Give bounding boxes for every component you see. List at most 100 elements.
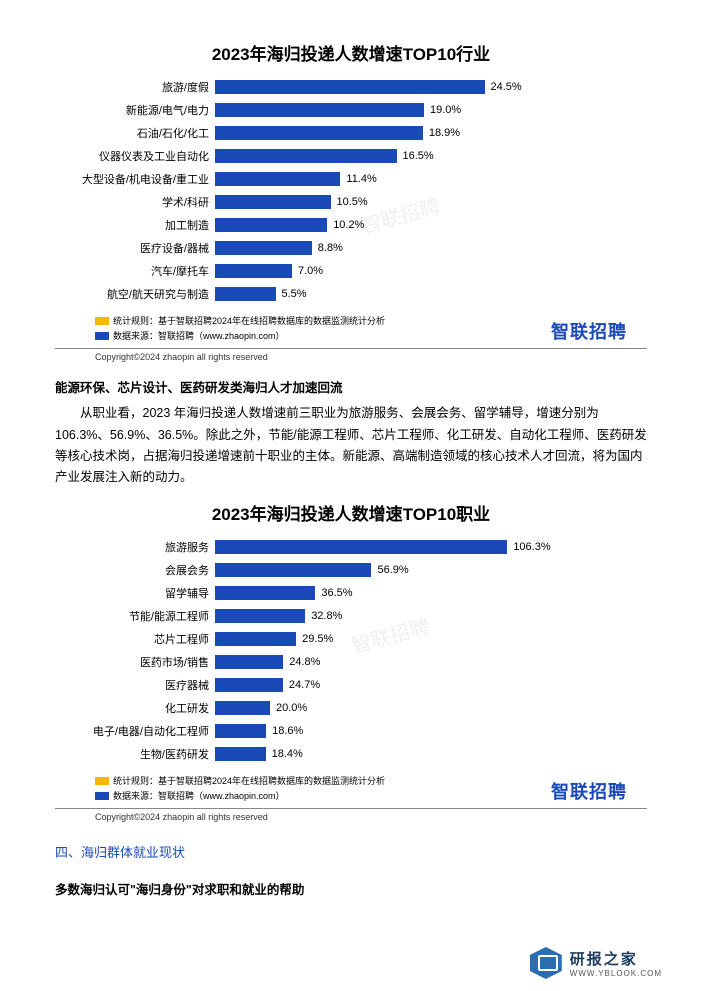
bar-row: 旅游/度假 24.5% [55,77,647,97]
bar-track: 24.5% [215,80,647,94]
section-sub: 多数海归认可"海归身份"对求职和就业的帮助 [55,879,647,898]
bar-row: 大型设备/机电设备/重工业 11.4% [55,169,647,189]
bar-row: 电子/电器/自动化工程师 18.6% [55,721,647,741]
bar-value: 16.5% [403,150,434,162]
bar-label: 化工研发 [55,700,215,716]
footer-text: 研报之家 WWW.YBLOOK.COM [570,948,662,978]
bar-label: 航空/航天研究与制造 [55,286,215,302]
bar-fill [215,103,424,117]
bar-row: 会展会务 56.9% [55,560,647,580]
body-heading: 能源环保、芯片设计、医药研发类海归人才加速回流 [55,378,647,399]
bar-fill [215,218,327,232]
legend-swatch [95,777,109,785]
footer-text-cn: 研报之家 [570,948,662,969]
bar-label: 医药市场/销售 [55,654,215,670]
chart2-bars: 旅游服务106.3%会展会务56.9%留学辅导36.5%节能/能源工程师32.8… [55,537,647,764]
bar-row: 加工制造10.2% [55,215,647,235]
bar-track: 18.4% [215,747,647,761]
body-paragraph: 从职业看，2023 年海归投递人数增速前三职业为旅游服务、会展会务、留学辅导，增… [55,403,647,488]
chart1-footer: 统计规则：基于智联招聘2024年在线招聘数据库的数据监测统计分析数据来源：智联招… [55,314,647,344]
bar-fill [215,747,266,761]
bar-label: 旅游服务 [55,539,215,555]
bar-fill [215,264,292,278]
bar-row: 医药市场/销售 24.8% [55,652,647,672]
chart2-copyright: Copyright©2024 zhaopin all rights reserv… [55,808,647,822]
legend-swatch [95,332,109,340]
bar-track: 10.5% [215,195,647,209]
legend-text: 数据来源：智联招聘（www.zhaopin.com） [113,329,285,342]
legend-line: 统计规则：基于智联招聘2024年在线招聘数据库的数据监测统计分析 [95,314,385,327]
bar-label: 生物/医药研发 [55,746,215,762]
bar-track: 5.5% [215,287,647,301]
bar-track: 32.8% [215,609,647,623]
bar-value: 29.5% [302,633,333,645]
bar-row: 石油/石化/化工 18.9% [55,123,647,143]
bar-label: 电子/电器/自动化工程师 [55,723,215,739]
bar-value: 10.2% [333,219,364,231]
bar-value: 56.9% [377,564,408,576]
chart-occupations: 2023年海归投递人数增速TOP10职业 旅游服务 106.3% 会展会务 56.9%… [55,500,647,822]
bar-track: 10.2% [215,218,647,232]
bar-label: 石油/石化/化工 [55,125,215,141]
legend-text: 统计规则：基于智联招聘2024年在线招聘数据库的数据监测统计分析 [113,314,385,327]
bar-value: 18.6% [272,725,303,737]
bar-row: 新能源/电气/电力19.0% [55,100,647,120]
legend-swatch [95,317,109,325]
legend-line: 统计规则：基于智联招聘2024年在线招聘数据库的数据监测统计分析 [95,774,385,787]
bar-track: 8.8% [215,241,647,255]
bar-value: 7.0% [298,265,323,277]
legend-swatch [95,792,109,800]
bar-fill [215,287,276,301]
bar-fill [215,655,283,669]
bar-value: 24.8% [289,656,320,668]
bar-value: 18.9% [429,127,460,139]
body-text: 能源环保、芯片设计、医药研发类海归人才加速回流 从职业看，2023 年海归投递人… [55,378,647,488]
page-footer-logo: 研报之家 WWW.YBLOOK.COM [530,947,662,979]
footer-logo-icon [530,947,562,979]
bar-label: 芯片工程师 [55,631,215,647]
bar-fill [215,701,270,715]
bar-row: 旅游服务 106.3% [55,537,647,557]
bar-track: 24.8% [215,655,647,669]
bar-label: 汽车/摩托车 [55,263,215,279]
bar-track: 24.7% [215,678,647,692]
bar-value: 36.5% [321,587,352,599]
chart1-copyright: Copyright©2024 zhaopin all rights reserv… [55,348,647,362]
bar-row: 医疗器械24.7% [55,675,647,695]
bar-track: 16.5% [215,149,647,163]
chart2-title: 2023年海归投递人数增速TOP10职业 [55,500,647,525]
bar-value: 106.3% [513,541,550,553]
bar-row: 学术/科研 10.5% [55,192,647,212]
bar-row: 芯片工程师 29.5% [55,629,647,649]
bar-track: 19.0% [215,103,647,117]
bar-fill [215,126,423,140]
bar-row: 医疗设备/器械8.8% [55,238,647,258]
bar-track: 18.9% [215,126,647,140]
bar-value: 5.5% [282,288,307,300]
bar-value: 10.5% [337,196,368,208]
bar-track: 36.5% [215,586,647,600]
chart2-legend: 统计规则：基于智联招聘2024年在线招聘数据库的数据监测统计分析数据来源：智联招… [95,774,385,804]
bar-label: 学术/科研 [55,194,215,210]
bar-row: 化工研发20.0% [55,698,647,718]
bar-label: 旅游/度假 [55,79,215,95]
bar-row: 生物/医药研发 18.4% [55,744,647,764]
bar-fill [215,678,283,692]
bar-label: 新能源/电气/电力 [55,102,215,118]
bar-label: 大型设备/机电设备/重工业 [55,171,215,187]
bar-value: 32.8% [311,610,342,622]
bar-fill [215,241,312,255]
bar-fill [215,149,397,163]
bar-row: 航空/航天研究与制造 5.5% [55,284,647,304]
chart-industries: 2023年海归投递人数增速TOP10行业 旅游/度假24.5%新能源/电气/电力… [55,40,647,362]
bar-row: 留学辅导 36.5% [55,583,647,603]
bar-label: 留学辅导 [55,585,215,601]
bar-value: 8.8% [318,242,343,254]
bar-value: 11.4% [346,173,376,185]
bar-label: 会展会务 [55,562,215,578]
brand-logo: 智联招聘 [551,318,647,344]
bar-value: 24.5% [491,81,522,93]
bar-value: 18.4% [272,748,303,760]
chart1-bars: 旅游/度假24.5%新能源/电气/电力19.0%石油/石化/化工18.9%仪器仪… [55,77,647,304]
legend-line: 数据来源：智联招聘（www.zhaopin.com） [95,329,385,342]
